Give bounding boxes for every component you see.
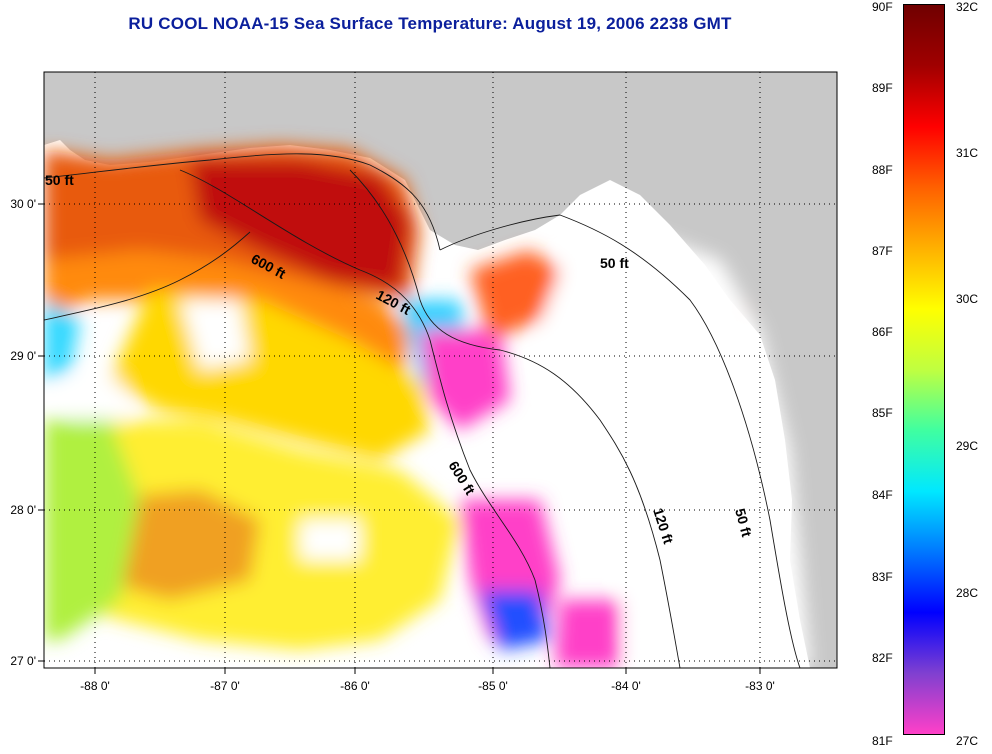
x-tick-label: -87 0' xyxy=(210,679,240,693)
sst-field xyxy=(44,145,810,668)
fahrenheit-label: 87F xyxy=(872,244,893,258)
sst-map[interactable]: 50 ft 600 ft 120 ft 50 ft 600 ft 120 ft … xyxy=(0,0,900,700)
fahrenheit-label: 88F xyxy=(872,163,893,177)
y-tick-label: 29 0' xyxy=(10,349,36,363)
map-title: RU COOL NOAA-15 Sea Surface Temperature:… xyxy=(128,14,732,33)
x-tick-label: -83 0' xyxy=(745,679,775,693)
contour-label-50ft-east: 50 ft xyxy=(600,255,629,271)
color-scale-bar xyxy=(903,4,945,735)
y-tick-label: 30 0' xyxy=(10,197,36,211)
celsius-label: 28C xyxy=(956,586,979,600)
contour-label-50ft: 50 ft xyxy=(45,172,74,188)
fahrenheit-label: 89F xyxy=(872,81,893,95)
fahrenheit-label: 86F xyxy=(872,325,893,339)
x-tick-label: -88 0' xyxy=(80,679,110,693)
fahrenheit-label: 81F xyxy=(872,734,893,748)
contour-label-50ft-south: 50 ft xyxy=(732,507,755,539)
y-axis-labels: 30 0' 29 0' 28 0' 27 0' xyxy=(10,197,36,668)
land-mass xyxy=(44,72,837,668)
x-tick-label: -84 0' xyxy=(611,679,641,693)
axis-ticks xyxy=(38,203,761,674)
y-tick-label: 28 0' xyxy=(10,503,36,517)
y-tick-label: 27 0' xyxy=(10,654,36,668)
celsius-label: 27C xyxy=(956,734,979,748)
fahrenheit-label: 82F xyxy=(872,651,893,665)
celsius-label: 30C xyxy=(956,292,979,306)
fahrenheit-label: 90F xyxy=(872,0,893,14)
fahrenheit-label: 84F xyxy=(872,488,893,502)
x-tick-label: -85 0' xyxy=(478,679,508,693)
map-frame xyxy=(43,71,838,669)
celsius-label: 29C xyxy=(956,439,979,453)
x-axis-labels: -88 0' -87 0' -86 0' -85 0' -84 0' -83 0… xyxy=(80,679,775,693)
x-tick-label: -86 0' xyxy=(340,679,370,693)
fahrenheit-label: 85F xyxy=(872,406,893,420)
fahrenheit-label: 83F xyxy=(872,570,893,584)
grid-lines xyxy=(44,72,837,668)
celsius-label: 32C xyxy=(956,0,979,14)
bathymetry-contours xyxy=(44,153,801,668)
celsius-label: 31C xyxy=(956,146,979,160)
